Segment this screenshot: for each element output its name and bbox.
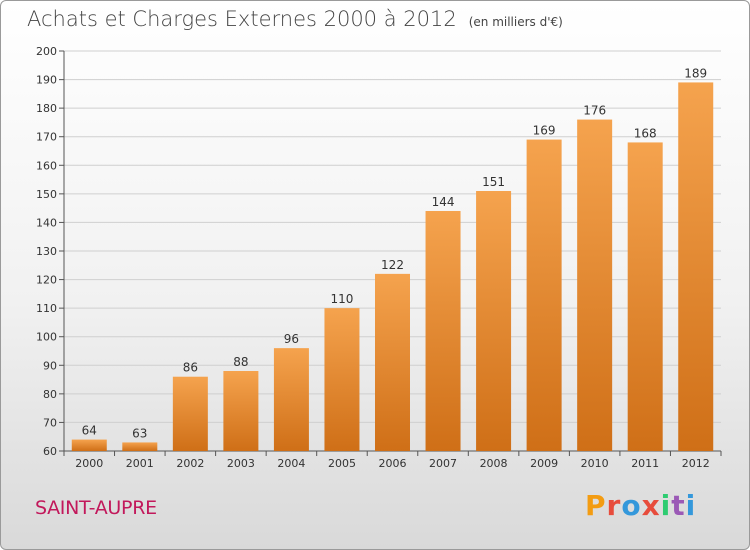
x-tick-label-2011: 2011 bbox=[631, 457, 659, 470]
value-label-2007: 144 bbox=[432, 195, 455, 209]
value-label-2003: 88 bbox=[233, 355, 248, 369]
bar-2012 bbox=[678, 82, 714, 451]
y-tick-label: 60 bbox=[43, 445, 57, 458]
y-tick-label: 100 bbox=[36, 331, 57, 344]
logo-letter: P bbox=[585, 489, 607, 522]
y-tick-label: 140 bbox=[36, 216, 57, 229]
x-tick-label-2007: 2007 bbox=[429, 457, 457, 470]
y-tick-label: 150 bbox=[36, 188, 57, 201]
town-name: SAINT-AUPRE bbox=[35, 497, 157, 519]
y-tick-label: 190 bbox=[36, 74, 57, 87]
y-tick-label: 180 bbox=[36, 102, 57, 115]
y-tick-label: 200 bbox=[36, 45, 57, 58]
x-tick-label-2006: 2006 bbox=[379, 457, 407, 470]
y-axis: 60 70 80 90 100 110 120 130 140 150 160 170 180 190 20… bbox=[36, 45, 65, 458]
bar-2000 bbox=[71, 439, 107, 451]
x-tick-label-2012: 2012 bbox=[682, 457, 710, 470]
value-label-2009: 169 bbox=[533, 124, 556, 138]
logo-letter: t bbox=[671, 489, 686, 522]
data-labels: 64 63 86 88 96 110 122 144 151 169 176 168 189 bbox=[82, 66, 708, 440]
bar-2010 bbox=[577, 119, 613, 452]
y-tick-label: 170 bbox=[36, 131, 57, 144]
bar-2008 bbox=[476, 191, 512, 451]
x-tick-label-2001: 2001 bbox=[126, 457, 154, 470]
title-text: Achats et Charges Externes 2000 à 2012 bbox=[27, 7, 457, 31]
y-tick-label: 130 bbox=[36, 245, 57, 258]
unit-text: (en milliers d'€) bbox=[468, 15, 563, 29]
x-tick-label-2009: 2009 bbox=[530, 457, 558, 470]
x-tick-label-2010: 2010 bbox=[581, 457, 609, 470]
bar-2002 bbox=[172, 376, 208, 451]
x-tick-label-2000: 2000 bbox=[75, 457, 103, 470]
x-tick-label-2002: 2002 bbox=[176, 457, 204, 470]
bars bbox=[71, 82, 714, 452]
value-label-2004: 96 bbox=[284, 332, 299, 346]
value-label-2006: 122 bbox=[381, 258, 404, 272]
x-tick-label-2005: 2005 bbox=[328, 457, 356, 470]
bar-2009 bbox=[526, 139, 562, 452]
bar-2007 bbox=[425, 211, 461, 451]
x-tick-label-2003: 2003 bbox=[227, 457, 255, 470]
y-tick-label: 90 bbox=[43, 359, 57, 372]
bar-2011 bbox=[627, 142, 663, 451]
value-label-2012: 189 bbox=[684, 66, 707, 80]
bar-2004 bbox=[273, 348, 309, 451]
y-tick-label: 160 bbox=[36, 159, 57, 172]
chart-title: Achats et Charges Externes 2000 à 2012 (e… bbox=[27, 7, 563, 31]
logo-letter: i bbox=[685, 489, 697, 522]
logo-letter: i bbox=[660, 489, 672, 522]
proxiti-logo[interactable]: Proxiti bbox=[585, 489, 696, 522]
bar-2005 bbox=[324, 308, 360, 451]
value-label-2001: 63 bbox=[132, 426, 147, 440]
value-label-2008: 151 bbox=[482, 175, 505, 189]
y-tick-label: 70 bbox=[43, 416, 57, 429]
logo-letter: r bbox=[606, 489, 622, 522]
value-label-2010: 176 bbox=[583, 104, 606, 118]
logo-letter: o bbox=[621, 489, 642, 522]
x-tick-label-2004: 2004 bbox=[277, 457, 305, 470]
x-tick-label-2008: 2008 bbox=[480, 457, 508, 470]
value-label-2011: 168 bbox=[634, 126, 657, 140]
bar-2001 bbox=[122, 442, 158, 451]
value-label-2002: 86 bbox=[183, 361, 198, 375]
y-tick-label: 110 bbox=[36, 302, 57, 315]
bar-2006 bbox=[375, 273, 410, 451]
value-label-2005: 110 bbox=[331, 292, 354, 306]
value-label-2000: 64 bbox=[82, 424, 97, 438]
x-axis: 2000 2001 2002 2003 2004 2005 2006 2007 2008 2009… bbox=[63, 450, 722, 470]
bar-2003 bbox=[223, 371, 259, 451]
y-tick-label: 120 bbox=[36, 274, 57, 287]
logo-letter: x bbox=[641, 489, 661, 522]
y-tick-label: 80 bbox=[43, 388, 57, 401]
